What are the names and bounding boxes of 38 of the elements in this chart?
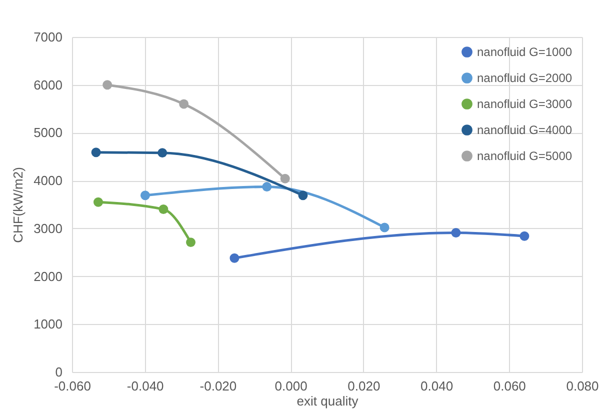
legend-label: nanofluid G=5000 <box>477 149 572 163</box>
point <box>262 182 272 192</box>
legend-label: nanofluid G=1000 <box>477 45 572 59</box>
y-tick-label: 5000 <box>34 125 62 140</box>
point <box>520 231 530 241</box>
x-tick-label: 0.000 <box>274 378 308 394</box>
x-tick-label: 0.060 <box>493 378 526 394</box>
point <box>158 148 168 158</box>
y-tick-label: 2000 <box>34 268 62 284</box>
x-tick-label: 0.080 <box>566 378 599 394</box>
point <box>230 253 240 263</box>
x-tick-label: 0.020 <box>348 378 380 394</box>
y-tick-label: 3000 <box>34 220 62 236</box>
legend-label: nanofluid G=2000 <box>477 71 572 85</box>
x-tick-label: -0.020 <box>200 378 237 394</box>
point <box>380 222 390 232</box>
legend-label: nanofluid G=3000 <box>477 97 572 111</box>
point <box>102 80 112 90</box>
point <box>179 99 189 109</box>
point <box>91 148 101 158</box>
y-tick-label: 1000 <box>34 316 62 332</box>
point <box>140 190 150 200</box>
point <box>93 197 103 207</box>
y-tick-label: 7000 <box>34 30 62 44</box>
point <box>298 190 308 200</box>
point <box>280 174 290 184</box>
y-tick-label: 6000 <box>34 77 62 92</box>
x-tick-label: 0.040 <box>420 378 454 394</box>
x-axis-title: exit quality <box>296 394 359 408</box>
x-tick-label: -0.060 <box>54 378 91 394</box>
point <box>186 238 196 248</box>
y-axis-title: CHF(kW/m2) <box>10 167 26 243</box>
y-tick-label: 0 <box>55 364 62 380</box>
x-tick-label: -0.040 <box>126 378 164 394</box>
legend-label: nanofluid G=4000 <box>477 123 572 137</box>
point <box>451 228 461 238</box>
y-tick-label: 4000 <box>34 173 62 188</box>
point <box>158 204 168 214</box>
